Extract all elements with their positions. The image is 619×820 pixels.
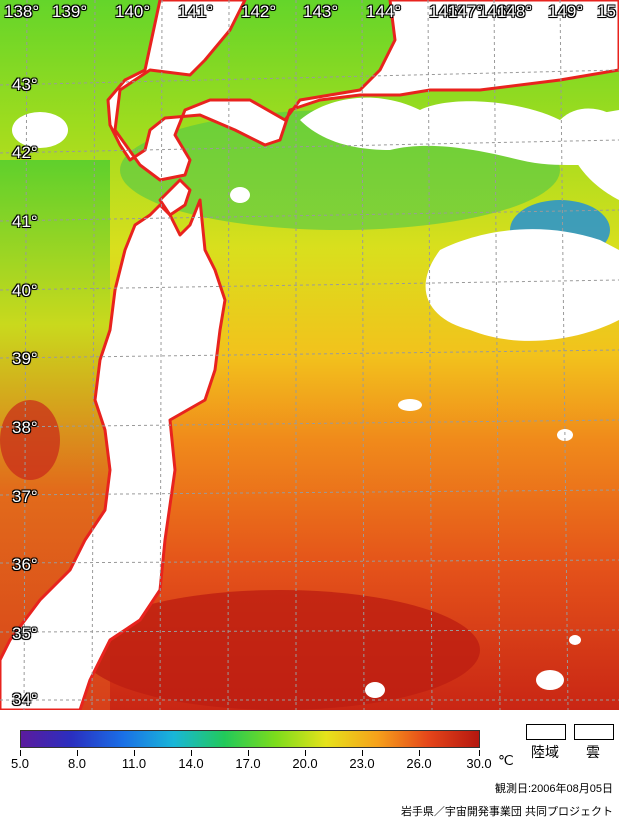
longitude-label: 138° bbox=[4, 2, 40, 21]
land-areas bbox=[0, 0, 619, 710]
hokkaido-landmass bbox=[106, 0, 619, 182]
graticule bbox=[0, 0, 619, 710]
colorbar-tick-label: 11.0 bbox=[121, 756, 147, 771]
colorbar-tick bbox=[248, 750, 249, 756]
longitude-label: 146° bbox=[478, 2, 514, 21]
latitude-label: 37° bbox=[12, 487, 38, 506]
latitude-label: 41° bbox=[12, 212, 38, 231]
latitude-label: 34° bbox=[12, 690, 38, 709]
longitude-label: 149° bbox=[548, 2, 584, 21]
colorbar-tick-label: 26.0 bbox=[406, 756, 432, 771]
temperature-colorbar bbox=[20, 730, 480, 748]
colorbar-tick bbox=[191, 750, 192, 756]
longitude-label: 145° bbox=[429, 2, 465, 21]
colorbar-tick bbox=[479, 750, 480, 756]
latitude-label: 40° bbox=[12, 281, 38, 300]
temperature-unit: ℃ bbox=[498, 752, 514, 768]
latitude-label: 42° bbox=[12, 143, 38, 162]
land-legend-label: 陸域 bbox=[531, 744, 559, 760]
colorbar-tick-label: 17.0 bbox=[235, 756, 261, 771]
latitude-label: 35° bbox=[12, 624, 38, 643]
warm-water-patch-south bbox=[80, 590, 480, 710]
project-credit: 岩手県／宇宙開発事業団 共同プロジェクト bbox=[400, 806, 613, 818]
latitude-label: 43° bbox=[12, 75, 38, 94]
cloud-areas bbox=[12, 97, 619, 698]
colorbar-tick-label: 14.0 bbox=[178, 756, 204, 771]
colorbar-tick bbox=[20, 750, 21, 756]
colorbar-tick bbox=[77, 750, 78, 756]
colorbar-tick bbox=[362, 750, 363, 756]
sea-surface-temperature-map bbox=[0, 0, 619, 710]
warm-water-patch-west bbox=[0, 400, 60, 480]
longitude-label: 142° bbox=[241, 2, 277, 21]
longitude-label: 141° bbox=[178, 2, 214, 21]
cloud-legend-label: 雲 bbox=[586, 744, 600, 760]
colorbar-tick-label: 8.0 bbox=[67, 756, 87, 771]
colorbar-tick bbox=[305, 750, 306, 756]
longitude-label: 148° bbox=[497, 2, 533, 21]
colorbar-tick bbox=[134, 750, 135, 756]
longitude-label: 140° bbox=[115, 2, 151, 21]
land-legend-swatch bbox=[526, 724, 566, 740]
colorbar-tick-label: 5.0 bbox=[10, 756, 30, 771]
longitude-label: 144° bbox=[366, 2, 402, 21]
longitude-label: 147° bbox=[448, 2, 484, 21]
cloud-legend-swatch bbox=[574, 724, 614, 740]
longitude-label: 15 bbox=[597, 2, 616, 21]
latitude-label: 39° bbox=[12, 349, 38, 368]
colorbar-tick bbox=[419, 750, 420, 756]
latitude-label: 38° bbox=[12, 418, 38, 437]
observation-date: 観測日:2006年08月05日 bbox=[495, 783, 613, 795]
honshu-landmass bbox=[0, 198, 227, 710]
longitude-label: 143° bbox=[303, 2, 339, 21]
colorbar-tick-label: 30.0 bbox=[466, 756, 492, 771]
colorbar-tick-label: 23.0 bbox=[349, 756, 375, 771]
latitude-label: 36° bbox=[12, 555, 38, 574]
colorbar-tick-label: 20.0 bbox=[292, 756, 318, 771]
tsugaru-peninsula bbox=[158, 178, 192, 217]
longitude-label: 139° bbox=[52, 2, 88, 21]
